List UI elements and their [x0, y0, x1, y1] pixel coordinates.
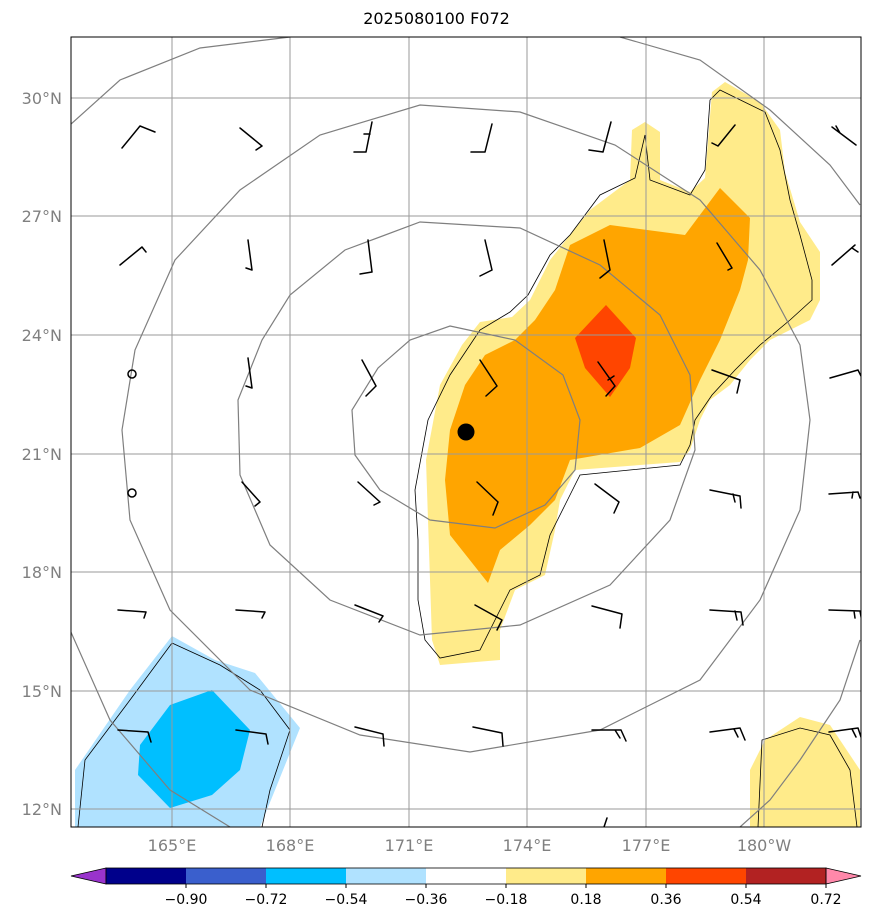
lat-label: 27°N — [22, 207, 62, 226]
positive-anomaly-southeast — [750, 717, 860, 827]
lat-label: 12°N — [22, 800, 62, 819]
outline-southwest — [77, 642, 291, 827]
colorbar-tick-label: 0.18 — [570, 892, 601, 908]
plot-frame — [70, 36, 862, 828]
lat-label: 24°N — [22, 326, 62, 345]
outline-northeast — [414, 89, 813, 659]
colorbar-tick-label: −0.72 — [245, 892, 288, 908]
colorbar-segment — [426, 868, 507, 884]
colorbar-tick-label: −0.36 — [405, 892, 448, 908]
outline-southeast — [757, 727, 858, 827]
colorbar-tick-label: 0.36 — [650, 892, 681, 908]
colorbar-tick-label: 0.54 — [730, 892, 761, 908]
colorbar-segment — [666, 868, 747, 884]
colorbar-segment — [266, 868, 347, 884]
colorbar-segment — [506, 868, 587, 884]
lat-label: 30°N — [22, 89, 62, 108]
lon-label: 168°E — [266, 836, 315, 855]
colorbar-frame — [105, 867, 827, 885]
colorbar: −0.90 −0.72 −0.54 −0.36 −0.18 0.18 0.36 0.54 0.7… — [70, 867, 862, 908]
colorbar-segment — [186, 868, 267, 884]
range-rings — [71, 37, 861, 827]
colorbar-tick-label: 0.72 — [810, 892, 841, 908]
colorbar-tick-label: −0.90 — [165, 892, 208, 908]
map-title: 2025080100 F072 — [363, 9, 510, 28]
lon-label: 180°W — [737, 836, 792, 855]
positive-anomaly-medium — [445, 188, 750, 583]
storm-center-marker — [457, 423, 475, 441]
graticule — [71, 37, 861, 827]
positive-anomaly-strong — [575, 305, 636, 397]
colorbar-segment — [586, 868, 667, 884]
plot-area — [71, 37, 861, 827]
wind-barbs — [117, 121, 861, 827]
longitude-labels: 165°E 168°E 171°E 174°E 177°E 180°W — [148, 836, 792, 855]
colorbar-segment — [106, 868, 187, 884]
lon-label: 165°E — [148, 836, 197, 855]
colorbar-tick-label: −0.54 — [325, 892, 368, 908]
lon-label: 177°E — [622, 836, 671, 855]
colorbar-segment — [346, 868, 427, 884]
lon-label: 174°E — [503, 836, 552, 855]
lat-label: 15°N — [22, 682, 62, 701]
lon-label: 171°E — [385, 836, 434, 855]
latitude-labels: 30°N 27°N 24°N 21°N 18°N 15°N 12°N — [22, 89, 62, 819]
colorbar-extend-high — [825, 867, 862, 885]
lat-label: 18°N — [22, 563, 62, 582]
colorbar-segment — [746, 868, 827, 884]
calm-wind-markers — [127, 369, 137, 498]
negative-anomaly-medium — [138, 690, 250, 808]
lat-label: 21°N — [22, 445, 62, 464]
colorbar-tick-label: −0.18 — [485, 892, 528, 908]
colorbar-extend-low — [70, 867, 107, 885]
